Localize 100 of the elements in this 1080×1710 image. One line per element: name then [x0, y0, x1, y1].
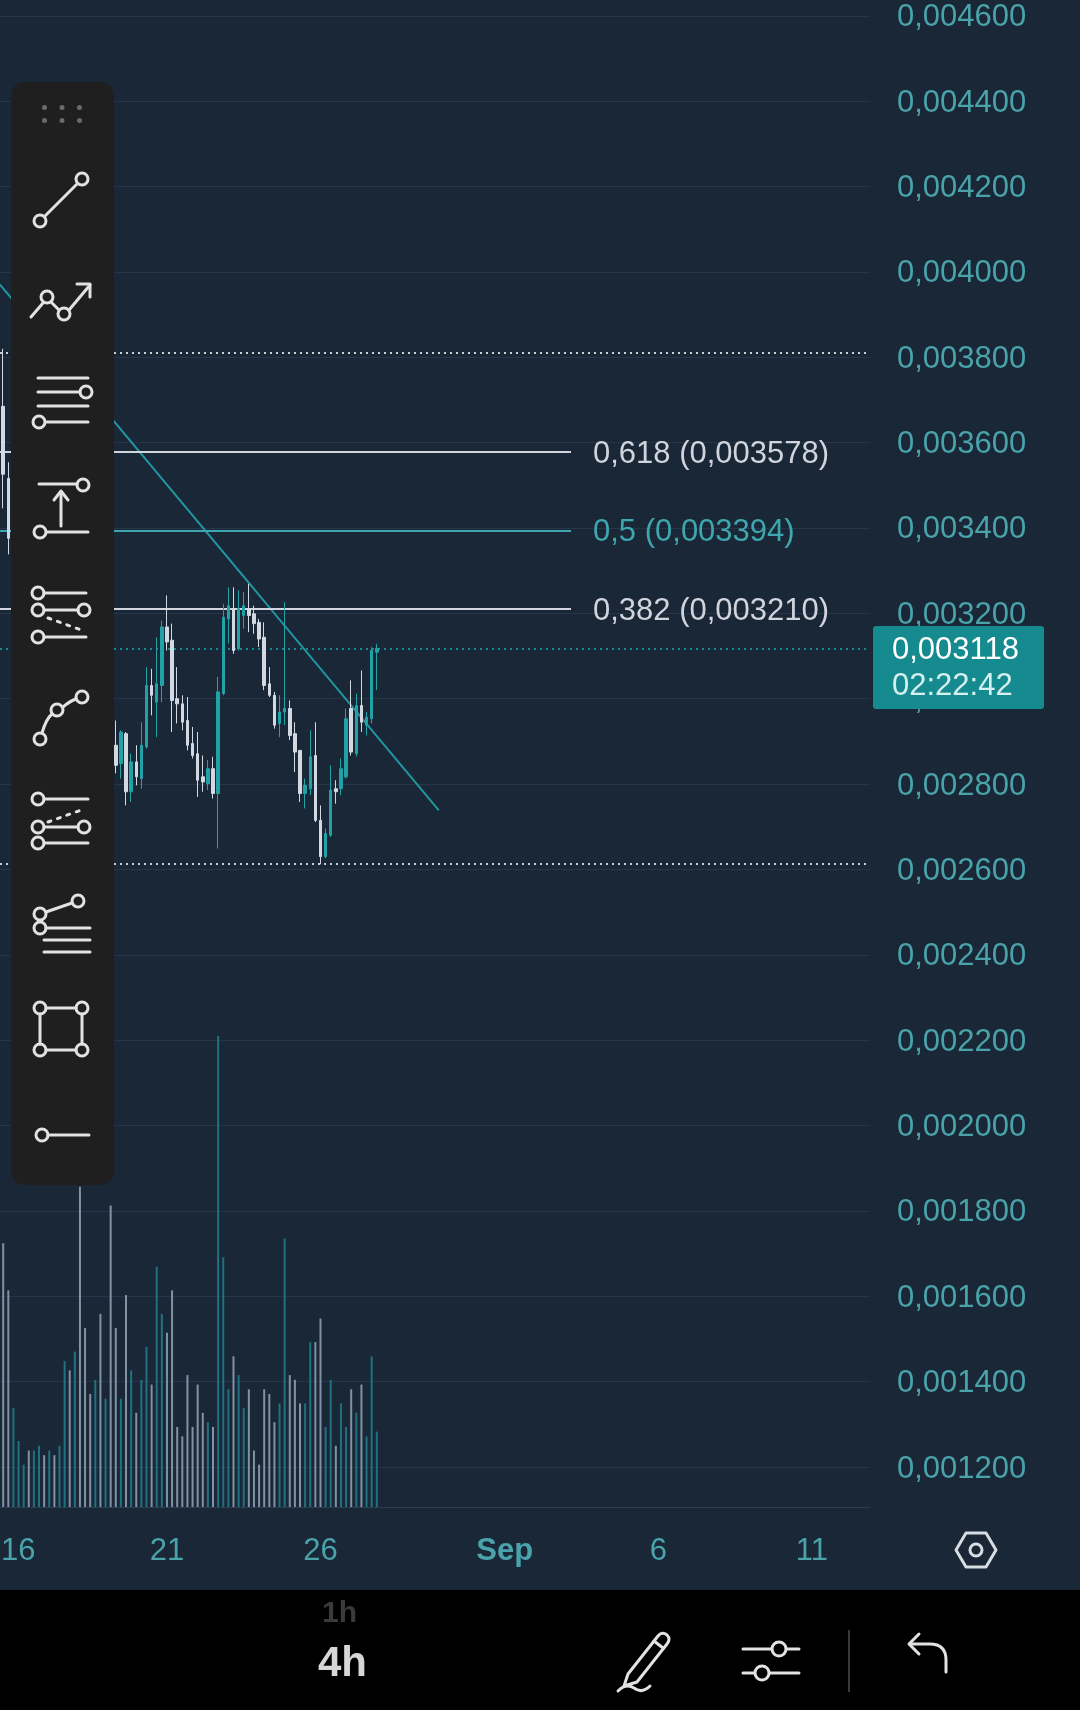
candlestick	[278, 694, 281, 738]
bar	[125, 1295, 128, 1507]
bar	[206, 1422, 209, 1507]
bar	[319, 1318, 322, 1507]
candlestick	[129, 753, 133, 803]
candlestick	[196, 731, 199, 798]
x-tick-label: 16	[1, 1532, 36, 1567]
bar	[84, 1328, 87, 1507]
ref-line-label: 0,003118	[892, 631, 1019, 667]
bar	[22, 1464, 25, 1507]
candlestick	[319, 804, 322, 865]
bar	[370, 1356, 373, 1507]
bar	[140, 1379, 143, 1507]
bar	[350, 1389, 353, 1507]
y-tick-label: 0,001400	[897, 1364, 1027, 1400]
bar	[171, 1290, 174, 1507]
x-tick-label: 11	[795, 1532, 828, 1567]
bar	[339, 1403, 342, 1507]
bar	[309, 1342, 312, 1507]
bar	[68, 1370, 71, 1507]
candlestick	[242, 591, 245, 630]
x-tick-label: 6	[649, 1532, 667, 1567]
candlestick	[135, 744, 138, 786]
candlestick	[216, 676, 220, 850]
ref-line-label: 0,5 (0,003394)	[593, 513, 795, 549]
candlestick	[140, 721, 143, 790]
bar	[314, 1342, 317, 1507]
y-tick-label: 0,004200	[897, 169, 1027, 205]
candlestick	[349, 679, 353, 756]
bar	[12, 1408, 15, 1507]
candlestick	[314, 721, 317, 823]
candlestick	[150, 668, 153, 716]
bar	[104, 1398, 107, 1507]
candlestick	[181, 694, 184, 731]
y-tick-label: 0,002200	[897, 1022, 1027, 1058]
bar	[237, 1375, 240, 1507]
bar	[334, 1445, 337, 1507]
bar	[145, 1346, 148, 1507]
candlestick	[309, 729, 312, 796]
bar	[130, 1370, 133, 1507]
candlestick	[324, 827, 327, 859]
candlestick	[365, 711, 368, 736]
bar	[258, 1464, 261, 1507]
bar	[78, 1186, 81, 1507]
bar	[119, 1398, 122, 1507]
bar	[150, 1384, 153, 1507]
bar	[247, 1389, 250, 1507]
text: 1h	[322, 1595, 358, 1628]
candlestick	[124, 731, 128, 806]
bar	[252, 1450, 255, 1507]
bar	[114, 1328, 117, 1507]
bar	[283, 1238, 286, 1507]
candlestick	[222, 603, 225, 696]
candlestick	[114, 719, 118, 774]
bar	[360, 1384, 363, 1507]
bar	[160, 1313, 163, 1507]
ref-line-label: 0,382 (0,003210)	[593, 591, 830, 627]
candlestick	[303, 778, 307, 809]
candlestick	[145, 666, 148, 750]
bar	[365, 1436, 368, 1507]
y-tick-label: 0,002800	[897, 766, 1027, 802]
bar	[329, 1379, 332, 1507]
bar	[263, 1389, 266, 1507]
bar	[293, 1379, 296, 1507]
x-tick-label: 21	[149, 1532, 185, 1567]
bar	[345, 1426, 348, 1507]
bar	[304, 1403, 307, 1507]
bar	[38, 1445, 41, 1507]
y-tick-label: 0,003400	[897, 510, 1027, 546]
candlestick	[201, 754, 205, 793]
bar	[212, 1426, 215, 1507]
bar	[191, 1426, 194, 1507]
bar	[217, 1036, 220, 1507]
candlestick	[206, 759, 210, 791]
y-tick-label: 0,002400	[897, 937, 1027, 973]
bar	[53, 1455, 56, 1507]
bar	[181, 1436, 184, 1507]
y-tick-label: 0,002000	[897, 1108, 1027, 1144]
bar	[165, 1332, 168, 1507]
candlestick	[355, 693, 358, 758]
bar	[375, 1431, 378, 1507]
bar	[63, 1360, 66, 1507]
y-tick-label: 0,001200	[897, 1449, 1027, 1485]
candlestick	[211, 756, 215, 800]
candlestick	[119, 729, 123, 780]
bar	[99, 1313, 102, 1507]
y-tick-label: 0,004400	[897, 83, 1027, 119]
bar	[355, 1412, 358, 1507]
y-tick-label: 0,003600	[897, 425, 1027, 461]
candlestick	[283, 601, 286, 726]
y-tick-label: 0,001600	[897, 1278, 1027, 1314]
bar	[299, 1403, 302, 1507]
bar	[278, 1403, 281, 1507]
bar	[273, 1422, 276, 1507]
bar	[58, 1445, 61, 1507]
y-tick-label: 0,003800	[897, 339, 1027, 375]
candlestick	[329, 764, 332, 838]
ref-line-label: 0,618 (0,003578)	[593, 434, 830, 470]
candlestick	[370, 646, 373, 724]
bar	[48, 1450, 51, 1507]
